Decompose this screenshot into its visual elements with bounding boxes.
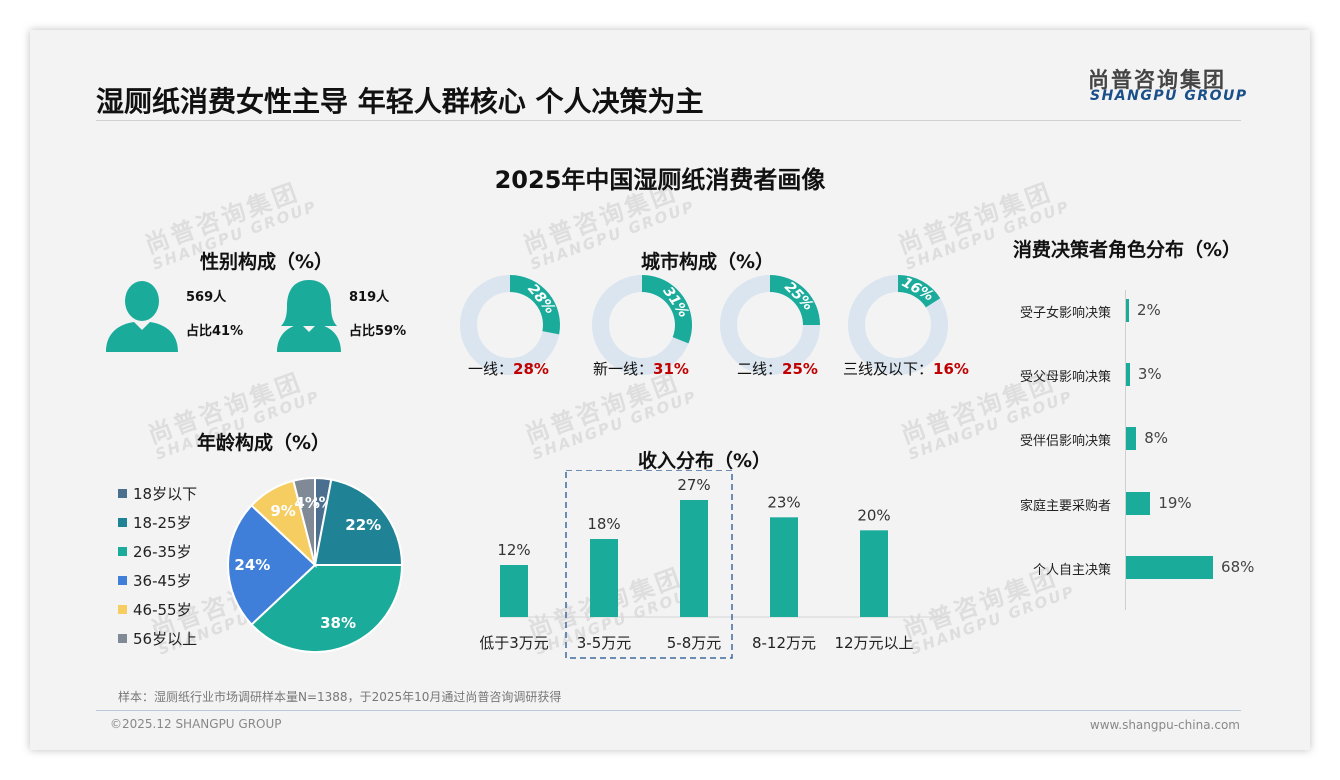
- role-category-label: 个人自主决策: [1032, 563, 1111, 578]
- city-slice-label: 16%: [899, 275, 936, 305]
- role-category-label: 受伴侣影响决策: [1019, 434, 1111, 449]
- role-bar: [1126, 363, 1130, 386]
- role-section-title: 消费决策者角色分布（%）: [1013, 239, 1242, 261]
- age-slice-label: 22%: [345, 516, 381, 534]
- income-category-label: 8-12万元: [752, 634, 816, 652]
- gender-section-title: 性别构成（%）: [200, 251, 334, 273]
- income-bar: [680, 500, 708, 617]
- legend-swatch: [118, 489, 127, 498]
- legend-swatch: [118, 576, 127, 585]
- income-value-label: 12%: [497, 541, 530, 559]
- age-legend-label: 46-55岁: [133, 601, 192, 619]
- age-legend: 18岁以下 18-25岁 26-35岁 36-45岁 46-55岁 56岁以上: [118, 479, 197, 653]
- page-title: 湿厕纸消费女性主导 年轻人群核心 个人决策为主: [96, 85, 704, 118]
- legend-swatch: [118, 634, 127, 643]
- footer-divider: [96, 710, 1241, 711]
- income-value-label: 27%: [677, 476, 710, 494]
- city-label-tier1: 一线：28%: [468, 360, 549, 378]
- age-legend-item: 46-55岁: [118, 595, 197, 624]
- age-section-title: 年龄构成（%）: [197, 432, 331, 454]
- city-donut-slice: [642, 275, 692, 344]
- city-donut-slice: [898, 275, 941, 308]
- role-bar: [1126, 556, 1214, 579]
- age-legend-label: 18-25岁: [133, 514, 192, 532]
- role-category-label: 受父母影响决策: [1019, 370, 1111, 385]
- role-bar: [1126, 299, 1129, 322]
- age-legend-item: 56岁以上: [118, 624, 197, 653]
- income-category-label: 5-8万元: [667, 634, 722, 652]
- role-value-label: 68%: [1221, 558, 1255, 576]
- income-value-label: 18%: [587, 515, 620, 533]
- male-icon: [106, 281, 178, 352]
- income-category-label: 12万元以上: [834, 634, 913, 652]
- age-legend-label: 18岁以下: [133, 485, 198, 503]
- age-legend-label: 36-45岁: [133, 572, 192, 590]
- age-legend-item: 36-45岁: [118, 566, 197, 595]
- slide: 尚普咨询集团 SHANGPU GROUP 尚普咨询集团 SHANGPU GROUP …: [30, 30, 1310, 750]
- income-bar: [590, 539, 618, 617]
- role-value-label: 19%: [1158, 494, 1192, 512]
- income-bar: [770, 517, 798, 617]
- logo-text-cn: 尚普咨询集团: [1088, 68, 1226, 92]
- copyright: ©2025.12 SHANGPU GROUP: [110, 717, 282, 731]
- age-pie-slice: [313, 478, 404, 566]
- income-value-label: 23%: [767, 493, 800, 511]
- age-pie-slice: [227, 504, 317, 626]
- role-bar: [1126, 492, 1151, 515]
- age-legend-item: 18-25岁: [118, 508, 197, 537]
- city-label-tier3: 三线及以下：16%: [843, 360, 969, 378]
- role-axis: [1125, 290, 1126, 610]
- age-pie-slice: [292, 476, 316, 566]
- city-donut-slice: [510, 275, 560, 335]
- legend-swatch: [118, 547, 127, 556]
- role-category-label: 家庭主要采购者: [1019, 499, 1111, 514]
- age-legend-label: 56岁以上: [133, 630, 198, 648]
- age-pie-chart: 3%22%38%24%9%4%: [227, 476, 404, 653]
- income-bar: [860, 530, 888, 617]
- city-donut-chart: 28% 31% 25% 16%: [460, 275, 948, 375]
- legend-swatch: [118, 605, 127, 614]
- role-category-label: 受子女影响决策: [1019, 306, 1111, 321]
- age-slice-label: 9%: [270, 502, 295, 520]
- city-label-newtier1: 新一线：31%: [593, 360, 689, 378]
- male-count: 569人: [186, 290, 227, 305]
- age-legend-label: 26-35岁: [133, 543, 192, 561]
- income-category-label: 低于3万元: [480, 634, 549, 652]
- role-value-label: 8%: [1144, 429, 1169, 447]
- role-value-label: 2%: [1137, 301, 1161, 319]
- age-legend-item: 18岁以下: [118, 479, 197, 508]
- legend-swatch: [118, 518, 127, 527]
- age-slice-label: 38%: [320, 614, 356, 632]
- income-highlight-box: [565, 470, 733, 659]
- female-icon: [277, 280, 341, 352]
- chart-subtitle: 2025年中国湿厕纸消费者画像: [494, 166, 826, 194]
- income-value-label: 20%: [857, 506, 890, 524]
- role-value-label: 3%: [1137, 365, 1162, 383]
- logo-text-en: SHANGPU GROUP: [1090, 88, 1248, 104]
- city-donut-slice: [770, 275, 820, 325]
- city-section-title: 城市构成（%）: [641, 251, 775, 273]
- income-section-title: 收入分布（%）: [638, 450, 772, 472]
- website: www.shangpu-china.com: [1089, 718, 1240, 732]
- male-share: 占比41%: [186, 324, 244, 339]
- header-divider: [96, 120, 1241, 121]
- income-category-label: 3-5万元: [577, 634, 632, 652]
- role-bar: [1126, 427, 1137, 450]
- city-label-tier2: 二线：25%: [737, 360, 818, 378]
- income-bar: [500, 565, 528, 617]
- income-bar-chart: 12% 低于3万元 18% 3-5万元 27% 5-8万元 23% 8-12万元 20% 12万元…: [480, 470, 950, 659]
- age-slice-label: 24%: [234, 556, 270, 574]
- female-count: 819人: [349, 290, 390, 305]
- sample-note: 样本：湿厕纸行业市场调研样本量N=1388，于2025年10月通过尚普咨询调研获…: [118, 690, 562, 704]
- female-share: 占比59%: [349, 324, 407, 339]
- age-pie-slice: [250, 564, 404, 653]
- age-legend-item: 26-35岁: [118, 537, 197, 566]
- age-slice-label: 4%: [294, 494, 319, 512]
